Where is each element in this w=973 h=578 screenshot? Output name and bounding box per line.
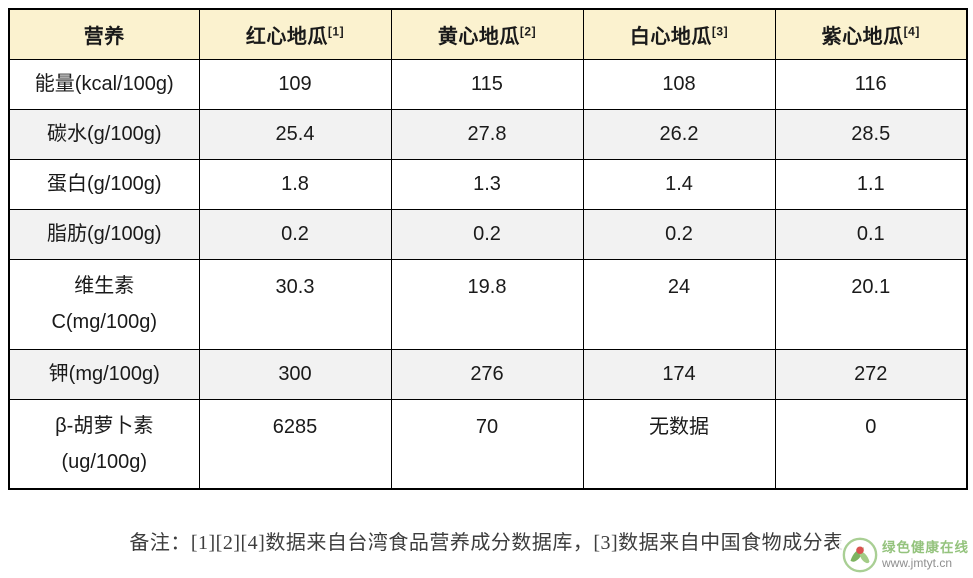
nutrition-table: 营养 红心地瓜[1] 黄心地瓜[2] 白心地瓜[3] 紫心地瓜[4] 能量(kc… xyxy=(8,8,968,490)
table-row-potassium: 钾(mg/100g) 300 276 174 272 xyxy=(8,348,968,400)
table-row-carbs: 碳水(g/100g) 25.4 27.8 26.2 28.5 xyxy=(8,108,968,160)
table-cell: 116 xyxy=(774,58,968,110)
row-label: 能量(kcal/100g) xyxy=(8,58,200,110)
table-cell: 0.1 xyxy=(774,208,968,260)
row-label: β-胡萝卜素 (ug/100g) xyxy=(8,398,200,490)
table-footnote: 备注：[1][2][4]数据来自台湾食品营养成分数据库，[3]数据来自中国食物成… xyxy=(129,532,844,554)
column-header-white: 白心地瓜[3] xyxy=(582,8,776,60)
table-row-beta-carotene: β-胡萝卜素 (ug/100g) 6285 70 无数据 0 xyxy=(8,398,968,490)
table-cell: 0.2 xyxy=(198,208,392,260)
table-cell: 300 xyxy=(198,348,392,400)
row-label: 碳水(g/100g) xyxy=(8,108,200,160)
row-label: 钾(mg/100g) xyxy=(8,348,200,400)
table-cell: 1.3 xyxy=(390,158,584,210)
table-cell: 0.2 xyxy=(582,208,776,260)
table-cell: 1.4 xyxy=(582,158,776,210)
column-header-yellow: 黄心地瓜[2] xyxy=(390,8,584,60)
table-row-vitamin-c: 维生素 C(mg/100g) 30.3 19.8 24 20.1 xyxy=(8,258,968,350)
column-header-red: 红心地瓜[1] xyxy=(198,8,392,60)
row-label: 蛋白(g/100g) xyxy=(8,158,200,210)
table-cell: 109 xyxy=(198,58,392,110)
table-cell: 19.8 xyxy=(390,258,584,350)
table-cell: 无数据 xyxy=(582,398,776,490)
table-cell: 108 xyxy=(582,58,776,110)
table-cell: 26.2 xyxy=(582,108,776,160)
table-cell: 24 xyxy=(582,258,776,350)
table-cell: 28.5 xyxy=(774,108,968,160)
footnote-ref: [1] xyxy=(327,24,345,39)
watermark: 绿色健康在线 www.jmtyt.cn xyxy=(839,535,971,575)
column-header-purple: 紫心地瓜[4] xyxy=(774,8,968,60)
table-row-fat: 脂肪(g/100g) 0.2 0.2 0.2 0.1 xyxy=(8,208,968,260)
leaf-logo-icon xyxy=(842,537,878,573)
table-cell: 0.2 xyxy=(390,208,584,260)
table-cell: 70 xyxy=(390,398,584,490)
table-cell: 20.1 xyxy=(774,258,968,350)
table-cell: 276 xyxy=(390,348,584,400)
table-cell: 30.3 xyxy=(198,258,392,350)
table-cell: 1.1 xyxy=(774,158,968,210)
table-cell: 27.8 xyxy=(390,108,584,160)
table-cell: 6285 xyxy=(198,398,392,490)
watermark-site-url: www.jmtyt.cn xyxy=(882,555,953,570)
table-row-protein: 蛋白(g/100g) 1.8 1.3 1.4 1.1 xyxy=(8,158,968,210)
footnote-ref: [3] xyxy=(711,24,729,39)
footnote-ref: [2] xyxy=(519,24,537,39)
header-row: 营养 红心地瓜[1] 黄心地瓜[2] 白心地瓜[3] 紫心地瓜[4] xyxy=(8,8,968,60)
corner-header: 营养 xyxy=(8,8,200,60)
row-label: 脂肪(g/100g) xyxy=(8,208,200,260)
table-cell: 25.4 xyxy=(198,108,392,160)
footnote-ref: [4] xyxy=(903,24,920,39)
table-cell: 272 xyxy=(774,348,968,400)
watermark-text: 绿色健康在线 www.jmtyt.cn xyxy=(882,540,969,571)
table-cell: 115 xyxy=(390,58,584,110)
table-cell: 174 xyxy=(582,348,776,400)
table-cell: 1.8 xyxy=(198,158,392,210)
table-row-energy: 能量(kcal/100g) 109 115 108 116 xyxy=(8,58,968,110)
watermark-site-name: 绿色健康在线 xyxy=(882,539,969,555)
row-label: 维生素 C(mg/100g) xyxy=(8,258,200,350)
table-cell: 0 xyxy=(774,398,968,490)
